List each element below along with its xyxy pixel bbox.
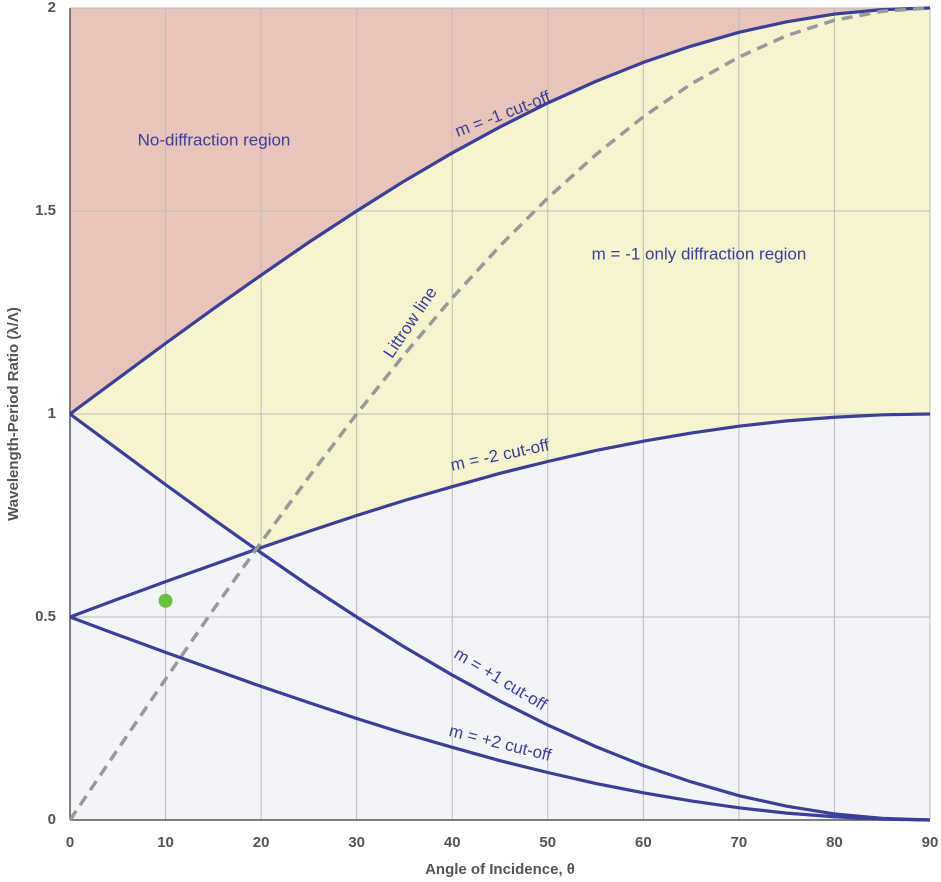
x-axis-label: Angle of Incidence, θ <box>425 861 575 878</box>
series-line <box>68 6 931 821</box>
x-tick-label: 40 <box>444 834 461 851</box>
no-diffraction-region <box>70 8 930 414</box>
lines <box>68 6 931 822</box>
x-tick-label: 60 <box>635 834 652 851</box>
y-tick-label: 1 <box>48 405 56 422</box>
x-tick-label: 90 <box>922 834 939 851</box>
point <box>158 593 173 608</box>
y-tick-label: 2 <box>48 0 56 16</box>
x-tick-label: 70 <box>731 834 748 851</box>
annotation: m = -1 only diffraction region <box>592 244 807 263</box>
series-line <box>69 412 931 619</box>
annotation: No-diffraction region <box>138 130 291 149</box>
y-axis-label: Wavelength-Period Ratio (λ/Λ) <box>5 307 22 521</box>
x-tick-label: 0 <box>66 834 74 851</box>
y-tick-label: 1.5 <box>35 202 56 219</box>
diffraction-region <box>70 8 930 548</box>
series-line <box>69 615 931 822</box>
x-tick-label: 30 <box>348 834 365 851</box>
series-line <box>69 6 931 416</box>
x-tick-label: 80 <box>826 834 843 851</box>
series-line <box>69 412 931 822</box>
y-tick-label: 0.5 <box>35 608 56 625</box>
x-tick-label: 50 <box>539 834 556 851</box>
x-tick-label: 20 <box>253 834 270 851</box>
x-tick-label: 10 <box>157 834 174 851</box>
y-tick-label: 0 <box>48 811 56 828</box>
